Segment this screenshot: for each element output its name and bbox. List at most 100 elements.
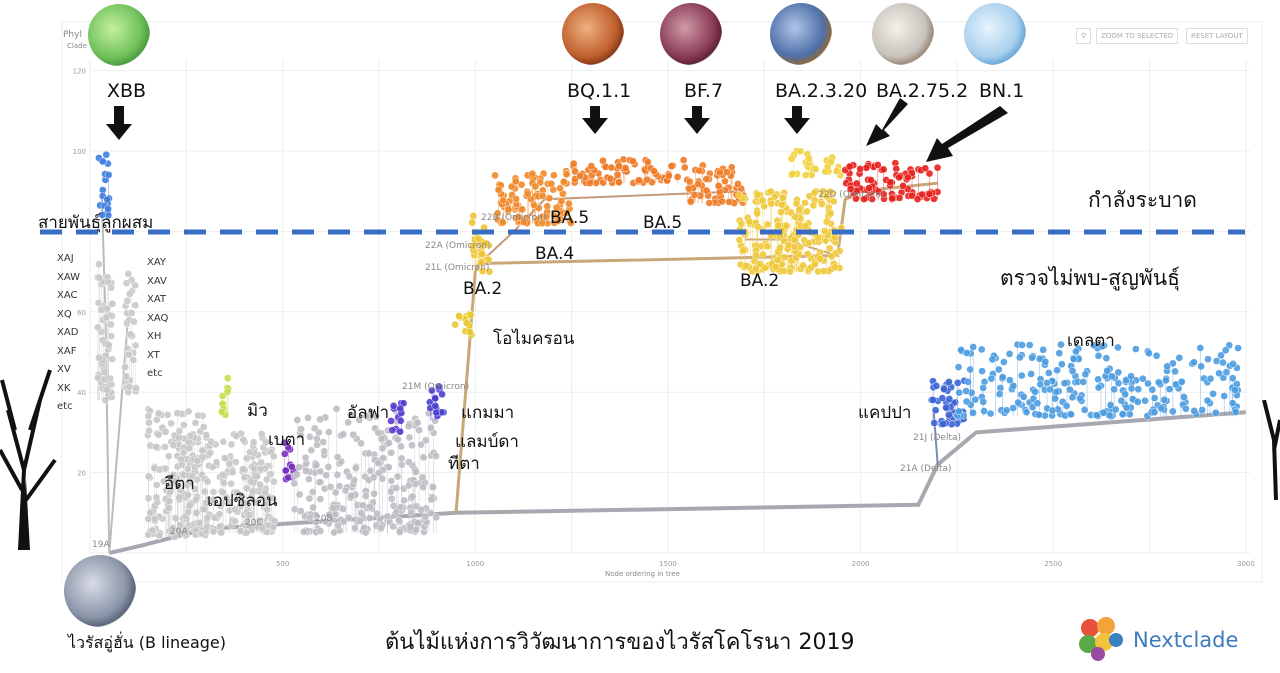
tree-node (550, 171, 558, 180)
tree-node (1039, 345, 1048, 354)
tree-node (312, 461, 321, 469)
tree-node (209, 527, 218, 536)
tree-node (1139, 374, 1147, 383)
tree-node (823, 162, 832, 171)
tree-node (1127, 384, 1136, 393)
tree-node (1094, 383, 1103, 392)
tree-node (1121, 390, 1130, 399)
tree-node (220, 479, 228, 487)
tree-node (507, 182, 516, 191)
tree-node (431, 401, 440, 410)
tree-node (405, 433, 414, 442)
tree-node (873, 161, 882, 169)
tree-node (333, 470, 342, 479)
tree-node (123, 296, 132, 305)
recombinant-name: XAQ (147, 312, 169, 324)
tree-node (359, 501, 367, 510)
tree-node (188, 472, 197, 480)
panel-title: Phyl (63, 30, 82, 40)
tree-node (1217, 351, 1225, 360)
tree-node (1160, 396, 1169, 404)
tree-node (1228, 374, 1237, 383)
tree-node (1022, 408, 1031, 417)
tree-node (144, 472, 153, 481)
clade-label: 21A (Delta) (900, 464, 952, 474)
tree-node (281, 466, 290, 475)
recombinant-name: XH (147, 331, 162, 342)
zoom-to-selected-button[interactable]: ZOOM TO SELECTED (1096, 28, 1179, 44)
tree-node (207, 437, 216, 446)
tree-node (415, 426, 423, 434)
x-tick-label: 1500 (659, 560, 677, 568)
tree-node (126, 330, 135, 339)
tree-node (665, 171, 673, 180)
tree-node (1127, 372, 1135, 381)
tree-node (1044, 369, 1053, 377)
tree-node (1094, 351, 1103, 360)
tree-node (306, 432, 314, 441)
tree-node (818, 200, 826, 208)
tree-node (417, 505, 425, 514)
tree-node (1203, 396, 1212, 405)
tree-node (1206, 374, 1215, 383)
tree-node (223, 374, 232, 383)
tree-node (378, 474, 387, 483)
tree-node (1209, 389, 1217, 398)
tree-node (803, 207, 811, 216)
tree-node (795, 205, 804, 214)
tree-node (365, 514, 374, 522)
tree-node (397, 442, 405, 451)
tree-node (962, 397, 971, 406)
tree-node (908, 191, 917, 200)
tree-node (547, 179, 556, 188)
virus-image-bq (562, 3, 624, 65)
tree-node (542, 212, 551, 221)
tree-node (122, 279, 131, 287)
tree-node (121, 363, 129, 371)
search-button[interactable]: ⚲ (1076, 28, 1092, 44)
tree-node (888, 194, 897, 203)
tree-node (673, 173, 682, 181)
tree-node (684, 184, 693, 193)
tree-node (1103, 367, 1111, 375)
label-bf7: BF.7 (684, 80, 724, 102)
tree-node (1175, 354, 1184, 362)
tree-node (395, 528, 404, 536)
tree-node (1133, 398, 1142, 406)
tree-node (825, 244, 834, 253)
tree-node (374, 459, 383, 467)
tree-node (455, 312, 463, 320)
tree-node (374, 469, 383, 477)
tree-node (369, 473, 378, 482)
tree-node (517, 180, 526, 189)
tree-node (227, 440, 236, 449)
tree-node (1114, 343, 1122, 352)
tree-node (299, 528, 308, 536)
tree-node (1190, 407, 1199, 415)
tree-silhouette-icon (1262, 400, 1280, 500)
tree-node (249, 438, 258, 447)
x-tick-label: 3000 (1237, 560, 1255, 568)
tree-node (1229, 360, 1237, 368)
tree-node (1060, 379, 1069, 388)
tree-node (552, 203, 561, 212)
tree-node (1219, 358, 1227, 367)
tree-node (400, 496, 408, 505)
tree-node (378, 444, 387, 453)
tree-node (531, 182, 540, 191)
tree-node (1076, 394, 1084, 403)
tree-node (198, 446, 207, 455)
tree-node (432, 452, 440, 460)
reset-layout-button[interactable]: RESET LAYOUT (1186, 28, 1248, 44)
tree-node (421, 512, 430, 521)
recombinant-name: XV (57, 364, 71, 375)
tree-node (242, 454, 251, 463)
tree-node (791, 236, 799, 244)
tree-node (528, 169, 537, 178)
tree-node (426, 424, 435, 433)
tree-node (1072, 347, 1080, 356)
tree-node (165, 497, 174, 505)
tree-node (1094, 375, 1102, 384)
tree-node (94, 299, 103, 307)
tree-node (667, 162, 676, 171)
